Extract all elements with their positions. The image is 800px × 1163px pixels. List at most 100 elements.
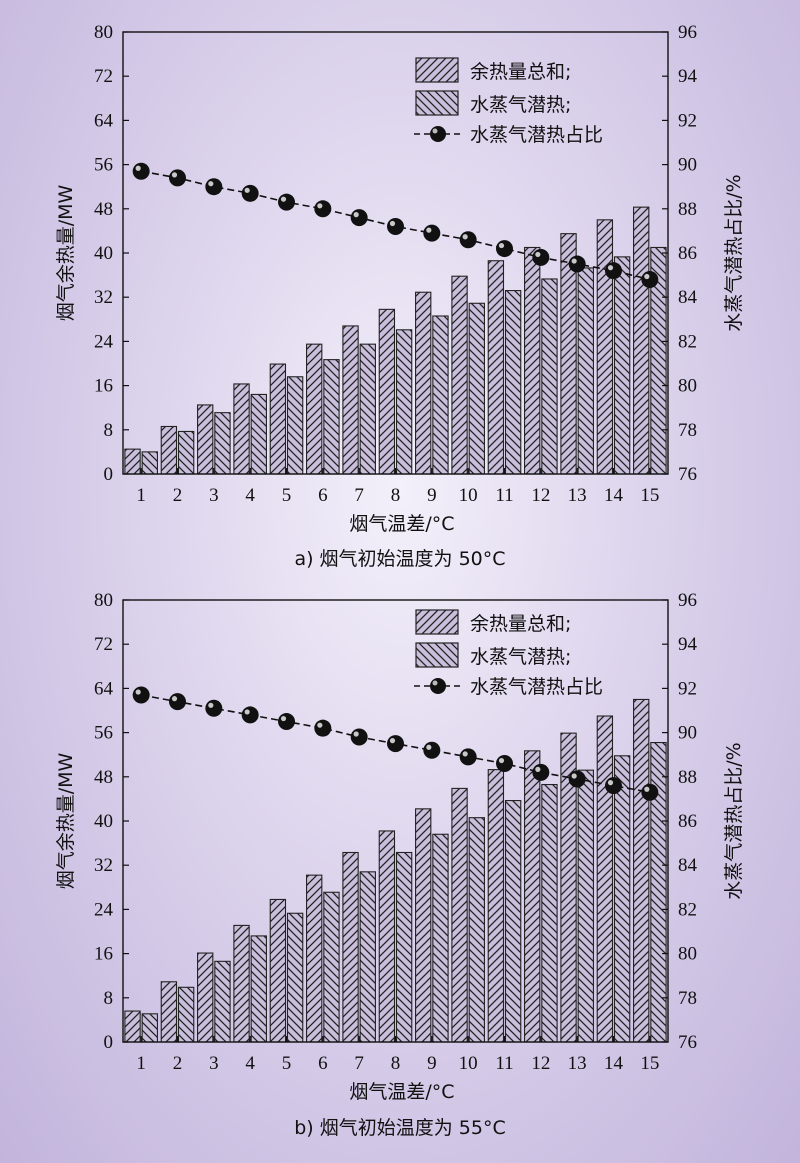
bar-latent-heat (468, 817, 485, 1043)
x-tick-label: 10 (459, 1053, 478, 1074)
ratio-point (605, 262, 622, 280)
bar-latent-heat (286, 912, 304, 1043)
legend-ratio-marker-highlight (432, 128, 438, 134)
bar-latent-heat (577, 267, 594, 475)
y-tick-label: 80 (94, 22, 113, 43)
ratio-point (568, 770, 586, 788)
y-tick-label: 0 (104, 464, 114, 485)
bar-latent-heat (359, 343, 376, 475)
y-tick-label: 32 (94, 287, 113, 308)
panel-caption: b) 烟气初始温度为 55°C (294, 1117, 506, 1139)
x-tick-label: 7 (354, 1053, 364, 1074)
y2-tick-label: 80 (678, 944, 697, 965)
latent-heat-bars (141, 246, 667, 475)
y-tick-label: 56 (94, 723, 113, 744)
chart-panel-b: 0816243240485664728076788082848688909294… (55, 590, 745, 1139)
y-tick-label: 48 (94, 199, 113, 220)
x-tick-label: 14 (604, 485, 624, 506)
ratio-point (423, 224, 441, 242)
bar-latent-heat (323, 359, 340, 475)
legend-ratio-marker (430, 126, 446, 142)
x-tick-label: 4 (245, 485, 255, 506)
ratio-point (169, 169, 186, 187)
total-heat-bars (124, 206, 650, 475)
ratio-point (314, 200, 332, 218)
legend: 余热量总和; 水蒸气潜热; 水蒸气潜热占比 (414, 57, 603, 146)
y2-tick-label: 90 (678, 723, 697, 744)
ratio-point (132, 686, 150, 704)
y-tick-label: 72 (94, 66, 113, 87)
bar-latent-heat (541, 278, 558, 475)
ratio-point (387, 217, 404, 235)
x-tick-label: 2 (173, 485, 183, 506)
ratio-point-highlight (389, 220, 396, 227)
x-tick-label: 1 (136, 485, 146, 506)
legend-latent-label: 水蒸气潜热; (470, 646, 571, 668)
x-tick-label: 7 (354, 485, 364, 506)
y2-tick-label: 86 (678, 243, 697, 264)
bar-total-heat (197, 404, 214, 475)
bar-total-heat (160, 425, 178, 475)
legend-ratio-label: 水蒸气潜热占比 (470, 124, 603, 146)
bar-total-heat (487, 260, 505, 475)
latent-ratio-line (132, 162, 659, 289)
ratio-point-highlight (353, 731, 359, 737)
y-tick-label: 32 (94, 855, 113, 876)
y-tick-label: 40 (94, 243, 113, 264)
bar-latent-heat (250, 935, 267, 1043)
bar-latent-heat (177, 430, 195, 475)
x-tick-label: 2 (173, 1053, 183, 1074)
y-tick-label: 80 (94, 590, 113, 611)
bar-latent-heat (613, 256, 631, 475)
bar-total-heat (306, 874, 323, 1043)
bar-latent-heat (613, 755, 631, 1043)
y-tick-label: 56 (94, 155, 113, 176)
ratio-point-highlight (426, 227, 432, 233)
y-tick-label: 40 (94, 811, 113, 832)
y2-tick-label: 90 (678, 155, 697, 176)
legend-total-label: 余热量总和; (470, 61, 571, 83)
ratio-point-highlight (426, 744, 432, 750)
y2-tick-label: 84 (678, 287, 698, 308)
bar-total-heat (524, 750, 541, 1043)
ratio-point (169, 693, 186, 711)
x-tick-label: 15 (640, 485, 659, 506)
bar-total-heat (378, 830, 396, 1043)
ratio-point-highlight (171, 172, 178, 178)
y-tick-label: 8 (104, 420, 114, 441)
y2-tick-label: 82 (678, 899, 697, 920)
ratio-point-highlight (498, 242, 505, 249)
x-tick-label: 8 (391, 485, 401, 506)
bar-total-heat (342, 851, 359, 1043)
bar-total-heat (197, 952, 214, 1043)
x-tick-label: 9 (427, 485, 437, 506)
ratio-line-path (141, 170, 651, 281)
x-tick-label: 8 (391, 1053, 401, 1074)
ratio-point (532, 248, 550, 266)
ratio-point-highlight (135, 689, 141, 695)
bar-total-heat (415, 808, 432, 1043)
x-tick-label: 4 (245, 1053, 255, 1074)
y2-tick-label: 76 (678, 1032, 697, 1053)
chart-panel-a: 0816243240485664728076788082848688909294… (55, 22, 745, 570)
ratio-point (314, 719, 332, 737)
ratio-point (568, 255, 586, 273)
bar-total-heat (451, 275, 468, 475)
x-tick-label: 12 (531, 485, 550, 506)
x-axis-title: 烟气温差/°C (349, 513, 454, 535)
bar-total-heat (269, 363, 287, 475)
legend-latent-label: 水蒸气潜热; (470, 94, 571, 116)
y2-tick-label: 76 (678, 464, 697, 485)
ratio-point (241, 706, 259, 724)
ratio-point (387, 735, 404, 753)
y-axis-title: 烟气余热量/MW (55, 753, 77, 890)
legend-total-swatch (415, 609, 459, 635)
x-tick-label: 11 (495, 485, 513, 506)
y2-tick-label: 78 (678, 420, 697, 441)
ratio-point (641, 783, 659, 801)
ratio-point-highlight (644, 786, 650, 792)
bar-latent-heat (432, 833, 449, 1043)
legend-ratio-marker-highlight (432, 680, 438, 686)
y-tick-label: 8 (104, 988, 114, 1009)
ratio-point-highlight (535, 766, 541, 772)
